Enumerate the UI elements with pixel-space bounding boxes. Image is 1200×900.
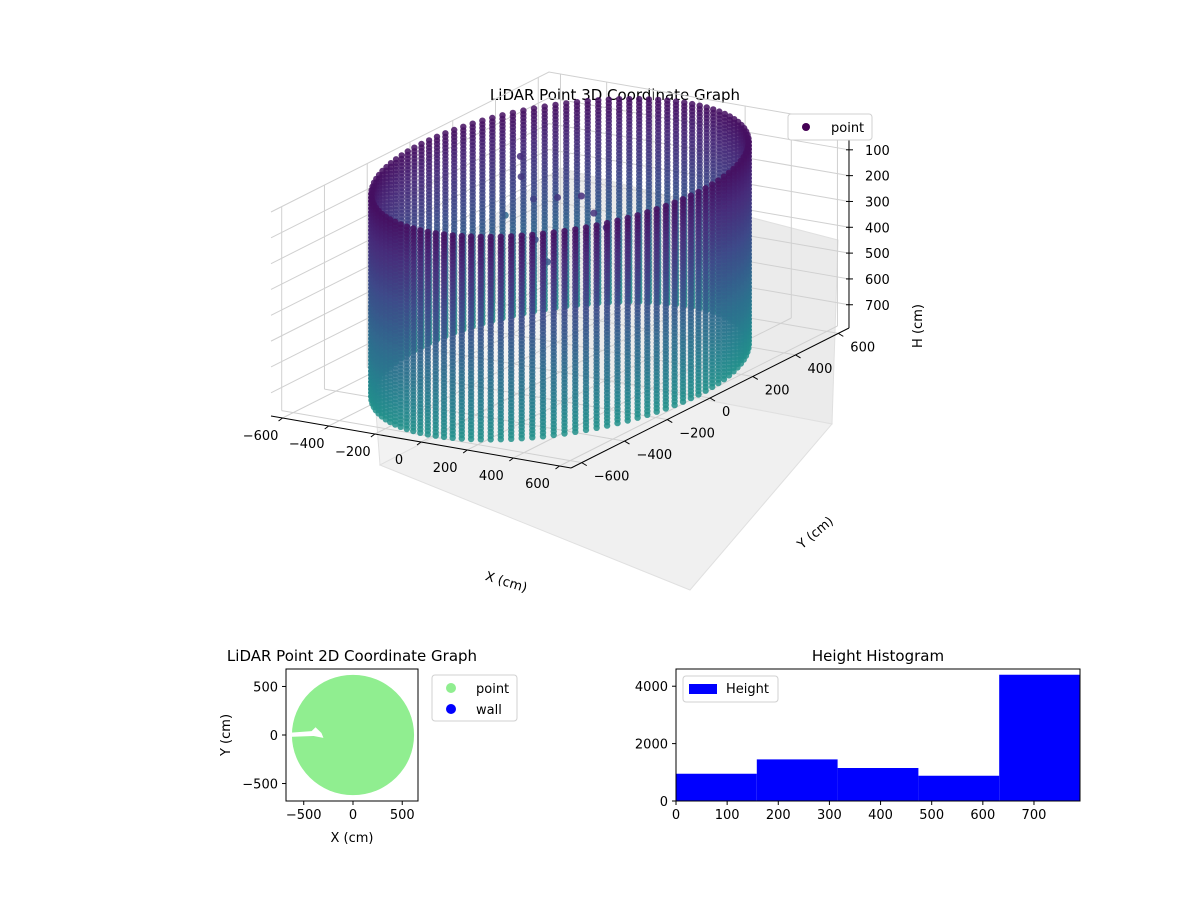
lidar-point (715, 379, 722, 387)
lidar-point (590, 209, 598, 217)
lidar-point (644, 411, 651, 418)
grid-wall-z (270, 71, 850, 213)
plot-3d: LiDAR Point 3D Coordinate Graph −600−400… (243, 71, 926, 596)
lidar-point (634, 414, 641, 421)
lidar-point (624, 417, 631, 424)
plot-3d-title: LiDAR Point 3D Coordinate Graph (490, 86, 740, 104)
lidar-point (702, 387, 709, 394)
lidar-point (709, 383, 716, 391)
lidar-point (530, 195, 537, 203)
lidar-point (671, 401, 678, 409)
lidar-point (679, 398, 687, 405)
lidar-point (614, 419, 621, 427)
grid-floor-y (281, 410, 582, 464)
lidar-point (516, 152, 524, 160)
lidar-point (554, 194, 561, 201)
lidar-point (720, 376, 728, 383)
lidar-point (653, 408, 660, 415)
lidar-point (577, 192, 585, 200)
point-cloud (368, 95, 752, 443)
lidar-point (517, 173, 525, 181)
lidar-point (695, 391, 702, 398)
lidar-point (687, 394, 695, 402)
lidar-point (662, 405, 669, 412)
